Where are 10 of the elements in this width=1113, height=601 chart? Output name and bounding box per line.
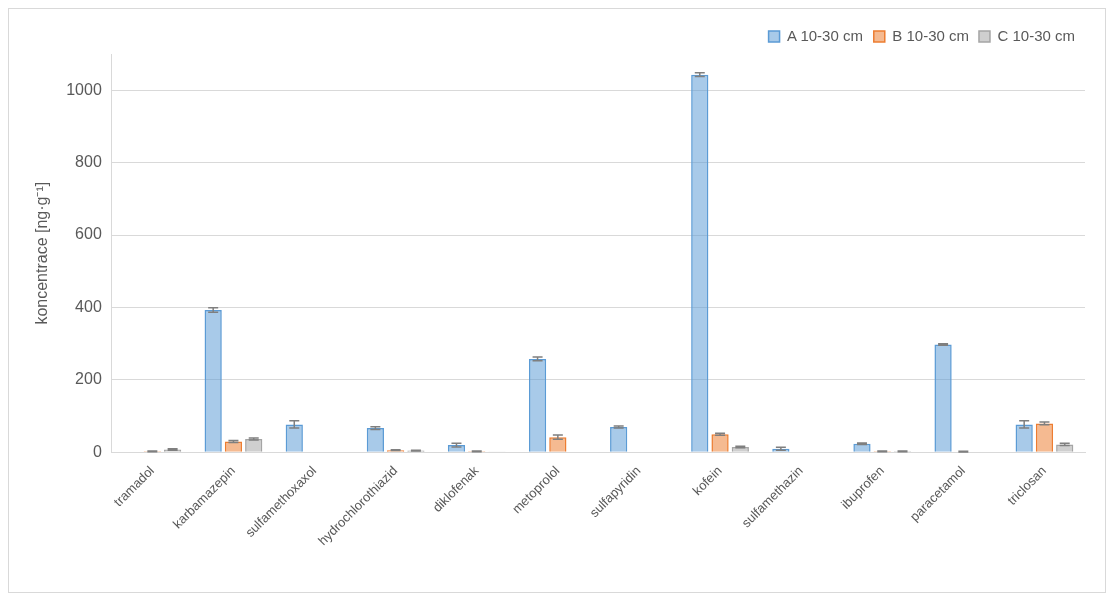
legend-label: C 10-30 cm xyxy=(997,26,1075,44)
legend-label: B 10-30 cm xyxy=(892,26,969,44)
legend-label: A 10-30 cm xyxy=(787,26,863,44)
y-tick-label: 800 xyxy=(75,153,102,171)
y-tick-label: 1000 xyxy=(66,80,102,98)
y-axis-title: koncentrace [ng·g⁻¹] xyxy=(33,181,51,325)
y-tick-label: 0 xyxy=(92,442,102,460)
y-tick-label: 400 xyxy=(75,297,102,315)
y-tick-label: 200 xyxy=(75,370,102,388)
y-tick-label: 600 xyxy=(75,225,102,243)
